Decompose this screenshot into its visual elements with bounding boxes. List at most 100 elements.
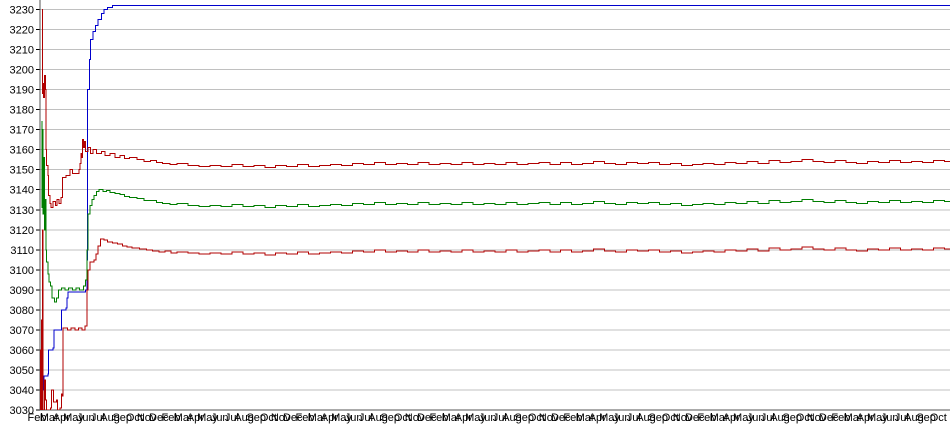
x-tick-label: Nov [271, 412, 291, 424]
y-tick-label: 3120 [10, 225, 34, 237]
x-tick-label: Feb [161, 412, 180, 424]
x-tick-label: Sep [246, 412, 266, 424]
x-tick-label: Mar [576, 412, 595, 424]
x-tick-label: Oct [930, 412, 947, 424]
x-tick-label: Apr [187, 412, 204, 424]
x-tick-label: May [331, 412, 352, 424]
x-tick-label: Apr [589, 412, 606, 424]
y-tick-label: 3100 [10, 265, 34, 277]
x-tick-label: Apr [53, 412, 70, 424]
x-tick-label: Apr [455, 412, 472, 424]
x-tick-label: Nov [673, 412, 693, 424]
x-tick-label: Jul [493, 412, 507, 424]
x-tick-label: Jun [211, 412, 229, 424]
y-tick-label: 3200 [10, 65, 34, 77]
y-tick-label: 3050 [10, 365, 34, 377]
x-tick-label: Oct [260, 412, 277, 424]
x-tick-label: Nov [137, 412, 157, 424]
x-tick-label: Dec [685, 412, 705, 424]
x-tick-label: Feb [831, 412, 850, 424]
y-tick-label: 3170 [10, 125, 34, 137]
blue-line [40, 5, 950, 405]
y-tick-label: 3040 [10, 385, 34, 397]
data-series [40, 5, 950, 410]
x-tick-label: May [733, 412, 754, 424]
y-tick-label: 3220 [10, 25, 34, 37]
x-tick-label: Mar [174, 412, 193, 424]
x-tick-label: Jun [881, 412, 899, 424]
x-tick-label: Dec [417, 412, 437, 424]
y-tick-label: 3160 [10, 145, 34, 157]
x-tick-label: Feb [28, 412, 47, 424]
y-tick-label: 3060 [10, 345, 34, 357]
x-tick-label: May [197, 412, 218, 424]
x-tick-label: Jun [345, 412, 363, 424]
x-tick-label: Mar [844, 412, 863, 424]
x-tick-label: Jun [613, 412, 631, 424]
x-tick-label: Oct [126, 412, 143, 424]
x-tick-label: Aug [234, 412, 254, 424]
y-tick-label: 3230 [10, 5, 34, 17]
y-tick-label: 3030 [10, 405, 34, 417]
red-lower-line [40, 229, 950, 410]
x-tick-label: Jul [761, 412, 775, 424]
x-tick-label: Apr [857, 412, 874, 424]
y-tick-label: 3140 [10, 185, 34, 197]
y-tick-label: 3130 [10, 205, 34, 217]
x-tick-label: Sep [514, 412, 534, 424]
x-tick-label: Oct [528, 412, 545, 424]
x-tick-label: Apr [321, 412, 338, 424]
x-tick-label: Mar [40, 412, 59, 424]
green-line [41, 121, 950, 303]
x-tick-label: Sep [112, 412, 132, 424]
x-tick-label: Feb [295, 412, 314, 424]
x-tick-label: Oct [662, 412, 679, 424]
x-tick-label: Sep [648, 412, 668, 424]
x-tick-label: Dec [819, 412, 839, 424]
y-tick-label: 3190 [10, 85, 34, 97]
x-tick-label: Feb [429, 412, 448, 424]
x-tick-label: Nov [807, 412, 827, 424]
x-tick-label: Aug [368, 412, 388, 424]
x-tick-label: May [599, 412, 620, 424]
x-tick-label: Feb [563, 412, 582, 424]
x-tick-label: Mar [710, 412, 729, 424]
x-tick-label: Apr [723, 412, 740, 424]
x-tick-label: Aug [502, 412, 522, 424]
x-tick-label: Jul [91, 412, 105, 424]
x-tick-label: Mar [308, 412, 327, 424]
x-tick-label: Jul [225, 412, 239, 424]
y-tick-label: 3150 [10, 165, 34, 177]
x-tick-label: Sep [782, 412, 802, 424]
y-tick-label: 3090 [10, 285, 34, 297]
y-tick-label: 3110 [10, 245, 34, 257]
x-tick-label: Jun [479, 412, 497, 424]
x-tick-label: Dec [149, 412, 169, 424]
x-tick-label: Mar [442, 412, 461, 424]
x-tick-label: Dec [283, 412, 303, 424]
x-tick-label: Dec [551, 412, 571, 424]
x-tick-label: Aug [636, 412, 656, 424]
x-tick-label: May [465, 412, 486, 424]
x-tick-label: May [867, 412, 888, 424]
x-tick-label: Jul [627, 412, 641, 424]
x-tick-label: Feb [697, 412, 716, 424]
x-tick-label: Nov [405, 412, 425, 424]
gridlines [40, 9, 950, 411]
x-tick-label: Sep [916, 412, 936, 424]
x-tick-label: Nov [539, 412, 559, 424]
y-tick-label: 3080 [10, 305, 34, 317]
x-tick-label: Jun [747, 412, 765, 424]
x-axis-labels: FebMarAprMayJunJulAugSepOctNovDecFebMarA… [28, 412, 947, 424]
y-tick-label: 3070 [10, 325, 34, 337]
x-tick-label: Jul [895, 412, 909, 424]
axes [36, 0, 950, 411]
red-upper-line [41, 9, 950, 209]
y-tick-label: 3210 [10, 45, 34, 57]
x-tick-label: May [63, 412, 84, 424]
x-tick-label: Oct [394, 412, 411, 424]
x-tick-label: Jul [359, 412, 373, 424]
x-tick-label: Aug [904, 412, 924, 424]
